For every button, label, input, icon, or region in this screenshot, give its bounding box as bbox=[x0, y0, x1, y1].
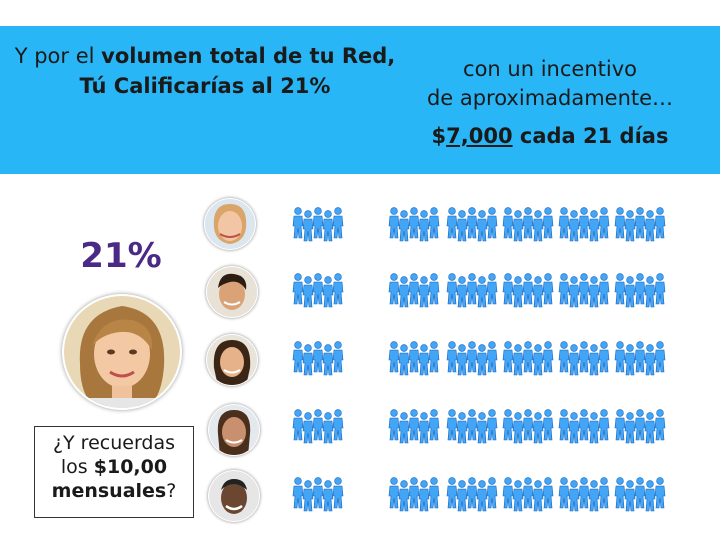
people-group-icon bbox=[612, 476, 670, 516]
people-group-icon bbox=[290, 272, 348, 312]
people-group-icon bbox=[444, 408, 502, 448]
people-group-icon bbox=[290, 206, 348, 246]
people-group-icon bbox=[556, 408, 614, 448]
people-group-icon bbox=[386, 340, 444, 380]
people-group-icon bbox=[556, 272, 614, 312]
referral-face-4 bbox=[208, 404, 260, 456]
person-face-icon bbox=[205, 199, 255, 249]
header-banner: Y por el volumen total de tu Red, Tú Cal… bbox=[0, 26, 720, 174]
amount-rest: cada 21 días bbox=[512, 124, 669, 148]
people-group-icon bbox=[386, 408, 444, 448]
people-group-icon bbox=[556, 206, 614, 246]
people-row bbox=[0, 272, 720, 312]
people-group-icon bbox=[386, 272, 444, 312]
header-right-text: con un incentivo de aproximadamente… $7,… bbox=[400, 55, 700, 151]
people-group-icon bbox=[556, 340, 614, 380]
people-group-icon bbox=[444, 206, 502, 246]
people-group-icon bbox=[386, 476, 444, 516]
referral-face-5 bbox=[208, 470, 260, 522]
person-face-icon bbox=[207, 267, 257, 317]
people-group-icon bbox=[500, 476, 558, 516]
people-group-icon bbox=[500, 408, 558, 448]
referral-face-2 bbox=[206, 266, 258, 318]
referral-face-1 bbox=[204, 198, 256, 250]
reminder-monthly: mensuales bbox=[51, 480, 167, 502]
people-group-icon bbox=[444, 476, 502, 516]
people-group-icon bbox=[556, 476, 614, 516]
reminder-line-2: los $10,00 bbox=[35, 455, 193, 479]
reminder-line-3-post: ? bbox=[166, 480, 177, 502]
referral-face-3 bbox=[206, 334, 258, 386]
people-row bbox=[0, 476, 720, 516]
reminder-line-3: mensuales? bbox=[35, 479, 193, 503]
people-group-icon bbox=[444, 272, 502, 312]
people-group-icon bbox=[612, 206, 670, 246]
people-group-icon bbox=[290, 408, 348, 448]
people-row bbox=[0, 340, 720, 380]
incentive-amount: $7,000 cada 21 días bbox=[400, 122, 700, 151]
person-face-icon bbox=[207, 335, 257, 385]
people-group-icon bbox=[290, 476, 348, 516]
people-group-icon bbox=[444, 340, 502, 380]
percent-label: 21% bbox=[80, 236, 162, 276]
amount-value: 7,000 bbox=[446, 124, 513, 148]
main-person-photo bbox=[62, 294, 182, 410]
reminder-amount: $10,00 bbox=[93, 456, 168, 478]
person-face-icon bbox=[209, 405, 259, 455]
woman-face-icon bbox=[64, 296, 180, 408]
incentive-line-2: de aproximadamente… bbox=[426, 86, 674, 110]
header-line-1-bold: volumen total de tu Red, bbox=[101, 44, 396, 68]
header-line-1-pre: Y por el bbox=[14, 44, 102, 68]
people-group-icon bbox=[612, 272, 670, 312]
people-group-icon bbox=[500, 206, 558, 246]
people-group-icon bbox=[386, 206, 444, 246]
people-row bbox=[0, 206, 720, 246]
people-group-icon bbox=[500, 272, 558, 312]
header-line-1: Y por el volumen total de tu Red, bbox=[0, 41, 410, 71]
reminder-line-2-pre: los bbox=[60, 456, 94, 478]
reminder-box: ¿Y recuerdas los $10,00 mensuales? bbox=[34, 426, 194, 518]
people-row bbox=[0, 408, 720, 448]
people-group-icon bbox=[290, 340, 348, 380]
amount-symbol: $ bbox=[431, 124, 447, 148]
people-group-icon bbox=[500, 340, 558, 380]
header-left-text: Y por el volumen total de tu Red, Tú Cal… bbox=[0, 41, 410, 101]
person-face-icon bbox=[209, 471, 259, 521]
reminder-line-1: ¿Y recuerdas bbox=[52, 432, 176, 454]
people-group-icon bbox=[612, 408, 670, 448]
incentive-line-1: con un incentivo bbox=[463, 57, 637, 81]
header-line-2: Tú Calificarías al 21% bbox=[79, 74, 331, 98]
people-group-icon bbox=[612, 340, 670, 380]
